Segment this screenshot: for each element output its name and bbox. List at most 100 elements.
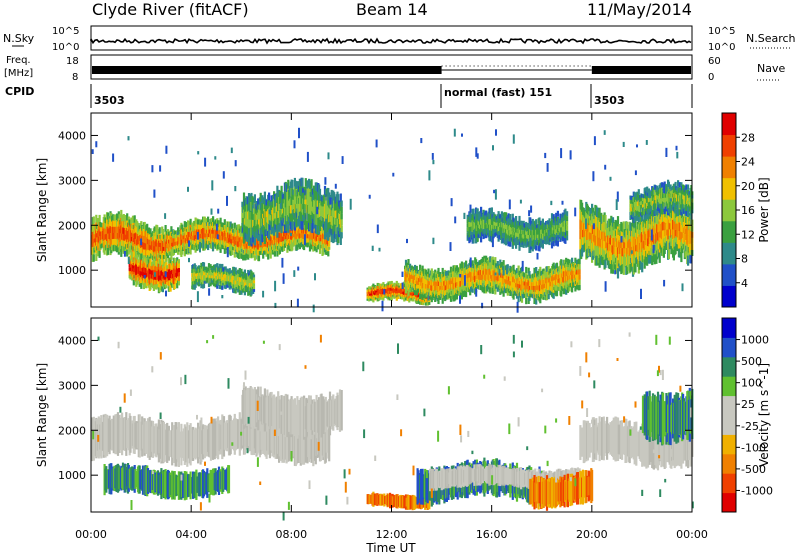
power-cell (132, 251, 135, 258)
power-cell (308, 221, 312, 230)
power-cell (340, 232, 343, 239)
power-cell (221, 285, 224, 290)
power-cell (173, 258, 176, 264)
power-cell (286, 247, 289, 253)
power-cell (502, 260, 505, 267)
power-cell (222, 244, 225, 250)
power-cell (269, 252, 272, 259)
cpid-segment-1: 3503 (94, 94, 125, 107)
power-cell (273, 250, 276, 257)
power-cell (261, 234, 264, 243)
power-cell (207, 283, 211, 288)
power-cell (103, 248, 106, 255)
power-cell (250, 270, 253, 275)
power-cell (578, 274, 581, 280)
power-cell (252, 234, 255, 243)
power-cell (330, 189, 333, 199)
power-cell (237, 224, 241, 231)
power-cell (227, 249, 231, 255)
power-cell (129, 255, 132, 260)
power-cell (407, 259, 410, 266)
power-cell (517, 265, 520, 272)
nsky-line (90, 37, 692, 45)
power-cell (185, 221, 188, 228)
power-cell (262, 253, 265, 259)
power-cell (405, 286, 408, 292)
power-cell (205, 218, 208, 224)
power-cell (118, 214, 121, 221)
power-cell (525, 298, 528, 305)
power-cell (124, 247, 127, 254)
power-cell (445, 270, 448, 276)
power-cell (310, 179, 313, 189)
power-cell (185, 248, 188, 255)
power-cell (209, 282, 212, 287)
power-cell (428, 302, 431, 305)
power-cell (481, 286, 484, 293)
power-cell (194, 284, 197, 288)
power-cell (177, 259, 180, 264)
nsearch-tick-low: 10^0 (708, 42, 735, 53)
power-cell (390, 297, 393, 301)
power-cell (146, 223, 149, 231)
power-cell (212, 282, 216, 287)
power-cell (177, 276, 180, 281)
power-cell (340, 225, 343, 233)
power-cell (318, 224, 322, 231)
power-cell (297, 218, 300, 227)
power-cell (303, 244, 306, 251)
power-cell (120, 249, 123, 257)
freq-tick-low: 8 (72, 72, 78, 83)
power-cell (149, 228, 152, 234)
power-cell (224, 266, 227, 271)
power-cell (237, 253, 241, 259)
power-cell (308, 245, 312, 252)
power-cell (560, 259, 563, 266)
power-cell (242, 289, 245, 293)
power-cell (252, 290, 255, 294)
power-cell (406, 298, 409, 302)
power-cell (181, 224, 184, 230)
power-cell (313, 245, 317, 251)
power-cell (522, 272, 525, 277)
power-cell (327, 251, 330, 257)
power-cell (202, 262, 206, 267)
power-cell (165, 284, 168, 289)
power-cell (437, 298, 440, 304)
power-cell (189, 248, 192, 255)
power-cell (368, 286, 371, 289)
power-cell (222, 222, 225, 228)
power-cell (384, 284, 387, 287)
date-title: 11/May/2014 (587, 0, 692, 19)
power-cell (212, 216, 215, 222)
power-cell (494, 257, 497, 264)
power-cell (568, 286, 571, 292)
power-cell (509, 265, 512, 271)
power-cell (259, 236, 262, 246)
cpid-segment-3: 3503 (594, 94, 625, 107)
freq-band-1 (92, 66, 442, 74)
power-cell (475, 259, 478, 265)
power-cell (177, 227, 180, 232)
power-cell (247, 254, 250, 260)
power-cell (506, 290, 509, 296)
power-cell (337, 235, 340, 244)
power-cell (203, 244, 206, 251)
power-cell (131, 215, 135, 223)
power-cell (449, 266, 453, 273)
power-cell (153, 226, 156, 233)
power-cell (417, 300, 420, 304)
power-cell (533, 267, 536, 274)
power-cell (445, 294, 448, 300)
power-cell (242, 192, 246, 201)
power-cell (252, 283, 256, 287)
power-cell (233, 251, 236, 258)
power-cell (255, 201, 258, 208)
power-cell (219, 247, 222, 253)
power-cell (338, 200, 341, 207)
power-cell (281, 220, 284, 226)
power-cell (322, 249, 325, 255)
power-cell (252, 286, 256, 289)
power-cell (469, 289, 472, 296)
power-cell (106, 212, 110, 220)
